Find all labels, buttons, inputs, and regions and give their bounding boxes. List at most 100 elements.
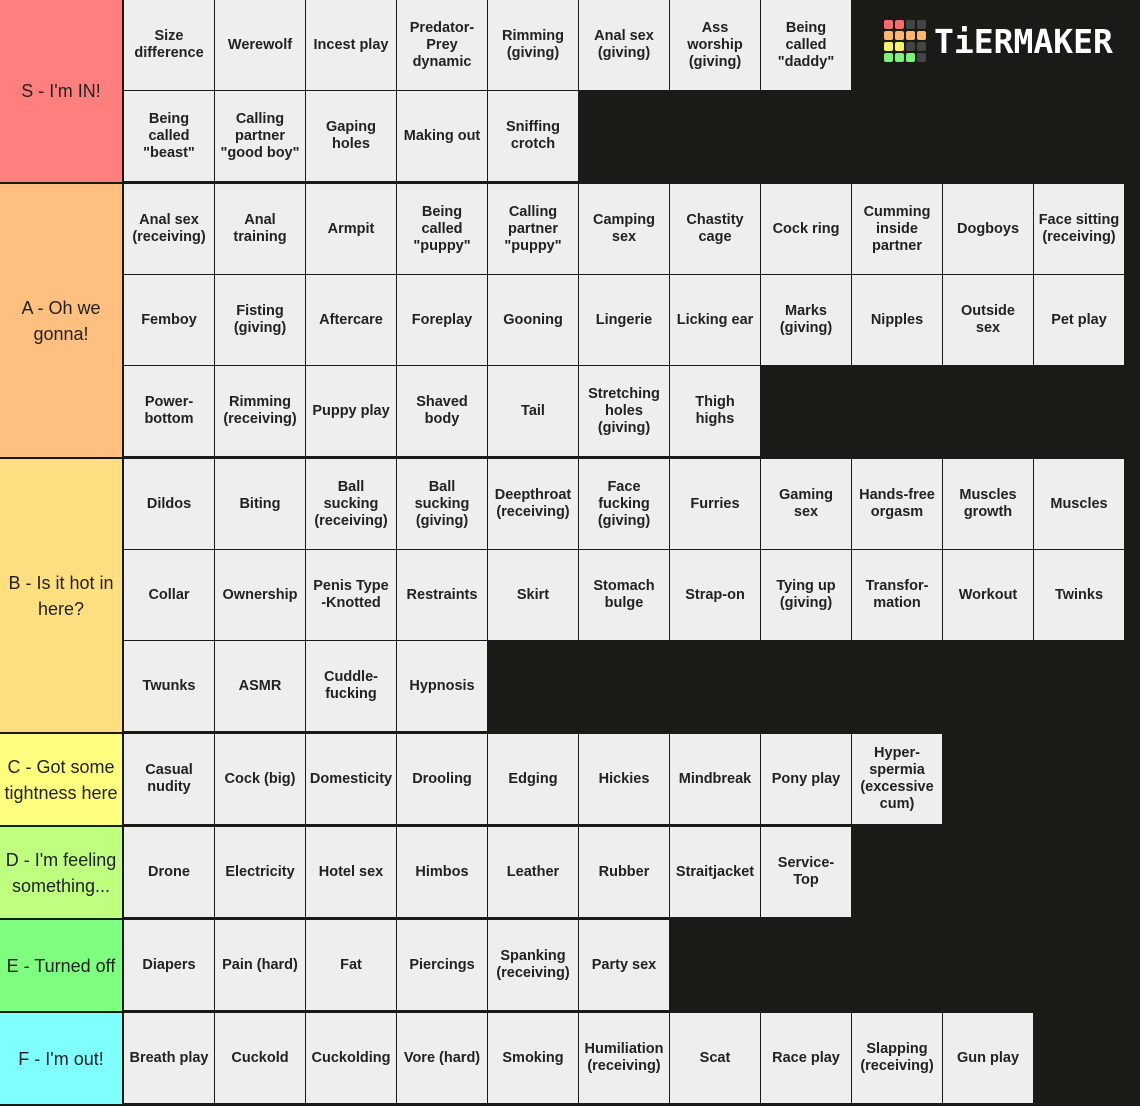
tier-label[interactable]: D - I'm feeling something... (0, 827, 124, 918)
tier-item[interactable]: Pony play (761, 734, 851, 824)
tier-item[interactable]: Werewolf (215, 0, 305, 90)
tier-item[interactable]: Shaved body (397, 366, 487, 456)
tier-item[interactable]: Femboy (124, 275, 214, 365)
tier-item[interactable]: Scat (670, 1013, 760, 1103)
tier-item[interactable]: Deepthroat (receiving) (488, 459, 578, 549)
tier-label[interactable]: C - Got some tightness here (0, 734, 124, 825)
tier-item[interactable]: Rimming (giving) (488, 0, 578, 90)
tier-item[interactable]: Himbos (397, 827, 487, 917)
tier-item[interactable]: Furries (670, 459, 760, 549)
tier-item[interactable]: Skirt (488, 550, 578, 640)
tier-item[interactable]: Making out (397, 91, 487, 181)
tier-item[interactable]: Aftercare (306, 275, 396, 365)
tier-item[interactable]: Penis Type -Knotted (306, 550, 396, 640)
tier-item[interactable]: Party sex (579, 920, 669, 1010)
tier-item[interactable]: Rimming (receiving) (215, 366, 305, 456)
tier-item[interactable]: Being called "beast" (124, 91, 214, 181)
tier-item[interactable]: Calling partner "good boy" (215, 91, 305, 181)
tier-item[interactable]: Predator- Prey dynamic (397, 0, 487, 90)
tier-item[interactable]: Drooling (397, 734, 487, 824)
tier-item[interactable]: Size difference (124, 0, 214, 90)
tier-item[interactable]: Breath play (124, 1013, 214, 1103)
tier-item[interactable]: Hands-free orgasm (852, 459, 942, 549)
tier-label[interactable]: B - Is it hot in here? (0, 459, 124, 732)
tier-item[interactable]: Ass worship (giving) (670, 0, 760, 90)
tier-item[interactable]: Nipples (852, 275, 942, 365)
tier-item[interactable]: Casual nudity (124, 734, 214, 824)
tier-item[interactable]: Gaping holes (306, 91, 396, 181)
tier-item[interactable]: Restraints (397, 550, 487, 640)
tier-item[interactable]: Cuckolding (306, 1013, 396, 1103)
tier-label[interactable]: F - I'm out! (0, 1013, 124, 1104)
tier-item[interactable]: Edging (488, 734, 578, 824)
tier-item[interactable]: Workout (943, 550, 1033, 640)
tier-item[interactable]: Rubber (579, 827, 669, 917)
tier-item[interactable]: Power- bottom (124, 366, 214, 456)
tier-item[interactable]: Chastity cage (670, 184, 760, 274)
tier-item[interactable]: Puppy play (306, 366, 396, 456)
tier-item[interactable]: Face sitting (receiving) (1034, 184, 1124, 274)
tier-item[interactable]: Mindbreak (670, 734, 760, 824)
tier-item[interactable]: Cuddle- fucking (306, 641, 396, 731)
tier-item[interactable]: Anal training (215, 184, 305, 274)
tier-item[interactable]: Outside sex (943, 275, 1033, 365)
tier-item[interactable]: Lingerie (579, 275, 669, 365)
tier-label[interactable]: E - Turned off (0, 920, 124, 1011)
tier-item[interactable]: Armpit (306, 184, 396, 274)
tier-item[interactable]: Hyper- spermia (excessive cum) (852, 734, 942, 824)
tier-item[interactable]: Fat (306, 920, 396, 1010)
tier-item[interactable]: ASMR (215, 641, 305, 731)
tier-item[interactable]: Muscles growth (943, 459, 1033, 549)
tier-item[interactable]: Sniffing crotch (488, 91, 578, 181)
tier-item[interactable]: Being called "puppy" (397, 184, 487, 274)
tier-item[interactable]: Twinks (1034, 550, 1124, 640)
tier-item[interactable]: Ball sucking (receiving) (306, 459, 396, 549)
tier-item[interactable]: Fisting (giving) (215, 275, 305, 365)
tier-item[interactable]: Stretching holes (giving) (579, 366, 669, 456)
tier-item[interactable]: Being called "daddy" (761, 0, 851, 90)
tier-item[interactable]: Drone (124, 827, 214, 917)
tier-item[interactable]: Dogboys (943, 184, 1033, 274)
tier-item[interactable]: Gooning (488, 275, 578, 365)
tier-item[interactable]: Face fucking (giving) (579, 459, 669, 549)
tier-item[interactable]: Service- Top (761, 827, 851, 917)
tier-item[interactable]: Camping sex (579, 184, 669, 274)
tier-item[interactable]: Ownership (215, 550, 305, 640)
tier-item[interactable]: Electricity (215, 827, 305, 917)
tier-item[interactable]: Humiliation (receiving) (579, 1013, 669, 1103)
tier-item[interactable]: Diapers (124, 920, 214, 1010)
tier-item[interactable]: Smoking (488, 1013, 578, 1103)
tier-item[interactable]: Anal sex (receiving) (124, 184, 214, 274)
tier-item[interactable]: Gaming sex (761, 459, 851, 549)
tier-item[interactable]: Slapping (receiving) (852, 1013, 942, 1103)
tier-item[interactable]: Calling partner "puppy" (488, 184, 578, 274)
tier-item[interactable]: Hickies (579, 734, 669, 824)
tier-item[interactable]: Anal sex (giving) (579, 0, 669, 90)
tier-item[interactable]: Twunks (124, 641, 214, 731)
tier-label[interactable]: A - Oh we gonna! (0, 184, 124, 457)
tier-item[interactable]: Vore (hard) (397, 1013, 487, 1103)
tier-item[interactable]: Cuckold (215, 1013, 305, 1103)
tier-item[interactable]: Collar (124, 550, 214, 640)
tier-item[interactable]: Straitjacket (670, 827, 760, 917)
tier-item[interactable]: Race play (761, 1013, 851, 1103)
tier-item[interactable]: Cock ring (761, 184, 851, 274)
tier-item[interactable]: Tying up (giving) (761, 550, 851, 640)
tier-item[interactable]: Incest play (306, 0, 396, 90)
tier-label[interactable]: S - I'm IN! (0, 0, 124, 182)
tier-item[interactable]: Hotel sex (306, 827, 396, 917)
tier-item[interactable]: Cock (big) (215, 734, 305, 824)
tier-item[interactable]: Gun play (943, 1013, 1033, 1103)
tier-item[interactable]: Licking ear (670, 275, 760, 365)
tier-item[interactable]: Pain (hard) (215, 920, 305, 1010)
tier-item[interactable]: Domesticity (306, 734, 396, 824)
tier-item[interactable]: Pet play (1034, 275, 1124, 365)
tier-item[interactable]: Stomach bulge (579, 550, 669, 640)
tier-item[interactable]: Tail (488, 366, 578, 456)
tier-item[interactable]: Hypnosis (397, 641, 487, 731)
tier-item[interactable]: Transfor- mation (852, 550, 942, 640)
tier-item[interactable]: Biting (215, 459, 305, 549)
tier-item[interactable]: Ball sucking (giving) (397, 459, 487, 549)
tier-item[interactable]: Spanking (receiving) (488, 920, 578, 1010)
tier-item[interactable]: Muscles (1034, 459, 1124, 549)
